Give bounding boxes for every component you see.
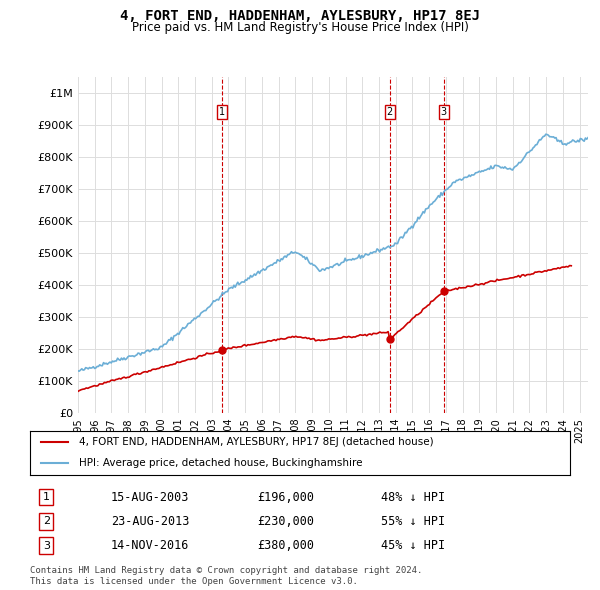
Text: Price paid vs. HM Land Registry's House Price Index (HPI): Price paid vs. HM Land Registry's House …: [131, 21, 469, 34]
Text: 2: 2: [43, 516, 50, 526]
Text: 4, FORT END, HADDENHAM, AYLESBURY, HP17 8EJ (detached house): 4, FORT END, HADDENHAM, AYLESBURY, HP17 …: [79, 437, 433, 447]
Text: HPI: Average price, detached house, Buckinghamshire: HPI: Average price, detached house, Buck…: [79, 458, 362, 467]
Text: 3: 3: [440, 107, 447, 117]
Text: Contains HM Land Registry data © Crown copyright and database right 2024.
This d: Contains HM Land Registry data © Crown c…: [30, 566, 422, 586]
Text: 23-AUG-2013: 23-AUG-2013: [111, 515, 190, 528]
Text: 2: 2: [386, 107, 393, 117]
Text: £380,000: £380,000: [257, 539, 314, 552]
Text: 1: 1: [219, 107, 225, 117]
Text: £230,000: £230,000: [257, 515, 314, 528]
Text: 15-AUG-2003: 15-AUG-2003: [111, 490, 190, 504]
Text: 14-NOV-2016: 14-NOV-2016: [111, 539, 190, 552]
Text: 1: 1: [43, 492, 50, 502]
Text: 48% ↓ HPI: 48% ↓ HPI: [381, 490, 445, 504]
Text: 3: 3: [43, 541, 50, 550]
Text: 55% ↓ HPI: 55% ↓ HPI: [381, 515, 445, 528]
Text: £196,000: £196,000: [257, 490, 314, 504]
Text: 45% ↓ HPI: 45% ↓ HPI: [381, 539, 445, 552]
Text: 4, FORT END, HADDENHAM, AYLESBURY, HP17 8EJ: 4, FORT END, HADDENHAM, AYLESBURY, HP17 …: [120, 9, 480, 23]
